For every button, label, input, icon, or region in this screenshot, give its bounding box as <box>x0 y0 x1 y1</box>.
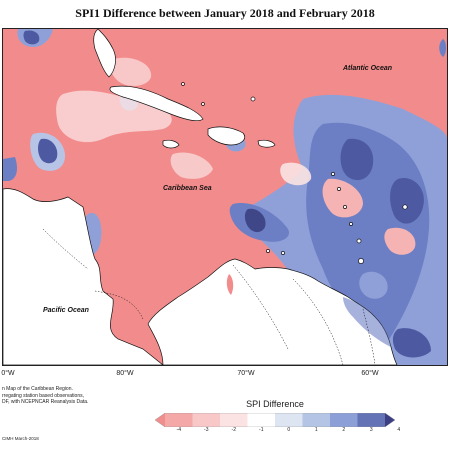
florida <box>93 29 116 78</box>
longitude-tick: 80°W <box>116 370 134 377</box>
bahamas-island <box>181 82 185 86</box>
legend-swatch <box>247 413 276 427</box>
bahamas-island <box>201 102 205 106</box>
note-line: DF, with NCEPNCAR Reanalysis Data. <box>2 399 89 405</box>
puerto-rico <box>257 139 276 148</box>
hispaniola <box>207 126 245 146</box>
longitude-tick: 60°W <box>361 370 379 377</box>
caribbean-sea-label: Caribbean Sea <box>163 185 212 192</box>
legend-swatch <box>275 413 303 427</box>
legend-tick-label: 1 <box>314 427 318 433</box>
map-panel: Atlantic Ocean Caribbean Sea Pacific Oce… <box>2 28 448 366</box>
legend-swatch <box>357 413 386 427</box>
trinidad-island <box>358 258 364 264</box>
legend-swatch <box>330 413 358 427</box>
legend-swatch <box>220 413 248 427</box>
lesser-antilles-island <box>337 187 341 191</box>
legend-tick-label: -2 <box>231 427 236 433</box>
coastal-surplus <box>343 297 391 347</box>
legend-swatch <box>192 413 221 427</box>
jamaica <box>162 139 180 149</box>
map-notes: n Map of the Caribbean Region. rregating… <box>2 386 88 406</box>
lake-maracaibo <box>226 274 234 295</box>
note-line: rregating station based observations, <box>2 392 84 399</box>
legend-tick-label: -4 <box>176 427 181 433</box>
lesser-antilles-island <box>356 238 362 244</box>
land-masses <box>3 29 408 365</box>
legend-tick-label: 3 <box>369 427 373 433</box>
note-line: n Map of the Caribbean Region. <box>2 386 73 392</box>
legend-swatch <box>302 413 331 427</box>
lesser-antilles-island <box>331 172 335 176</box>
lesser-antilles-island <box>343 205 347 209</box>
longitude-tick: 70°W <box>237 370 255 377</box>
credit-text: CIMH March-2018 <box>2 436 39 441</box>
map-canvas <box>3 29 447 365</box>
legend-tick-label: 0 <box>287 427 291 433</box>
legend-swatch <box>155 413 165 427</box>
legend-tick-label: 4 <box>397 427 401 433</box>
legend-tick-label: 2 <box>342 427 346 433</box>
central-america <box>3 188 164 365</box>
atlantic-ocean-label: Atlantic Ocean <box>343 65 393 72</box>
barbados-island <box>402 204 408 210</box>
legend-title: SPI Difference <box>246 399 304 409</box>
longitude-tick: 0°W <box>1 370 15 377</box>
lesser-antilles-island <box>349 222 353 226</box>
cuba <box>109 85 204 121</box>
bahamas-island <box>250 96 256 102</box>
legend-tick-label: -3 <box>204 427 209 433</box>
legend-tick-label: -1 <box>259 427 264 433</box>
aruba-curacao-island <box>266 249 270 253</box>
legend-swatch <box>165 413 193 427</box>
legend-colorbar <box>155 413 395 427</box>
map-title: SPI1 Difference between January 2018 and… <box>75 6 375 20</box>
political-boundaries <box>42 228 376 365</box>
legend-swatch <box>385 413 395 427</box>
aruba-curacao-island <box>281 251 285 255</box>
pacific-ocean-label: Pacific Ocean <box>43 307 89 314</box>
